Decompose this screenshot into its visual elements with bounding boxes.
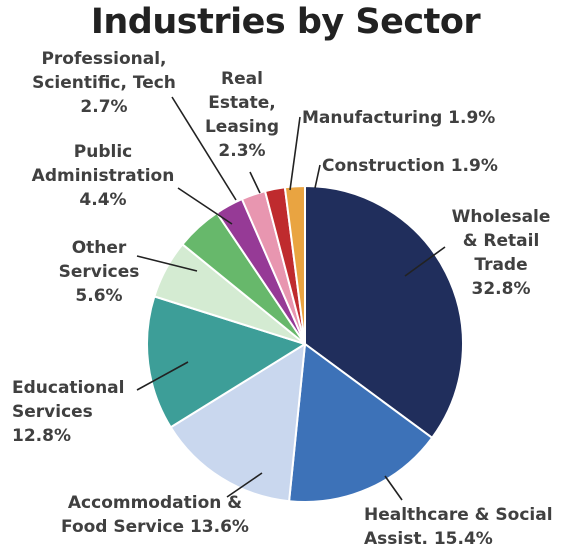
pie-slice (283, 185, 306, 345)
leader-line (404, 246, 446, 277)
slice-label-line: 32.8% (471, 279, 531, 299)
slice-label: Public Administration 4.4% (20, 140, 186, 212)
slice-label-line: 4.4% (79, 190, 127, 210)
leader-line (177, 187, 233, 225)
slice-label: Manufacturing 1.9% (302, 106, 517, 130)
leader-line (136, 255, 198, 272)
pie-slice (288, 343, 434, 503)
slice-label: Healthcare & Social Assist. 15.4% (364, 503, 569, 551)
slice-label-line: Estate, (208, 93, 276, 113)
slice-label: Wholesale & Retail Trade 32.8% (445, 205, 557, 301)
slice-label-line: Real (221, 69, 263, 89)
slice-label: Accommodation & Food Service 13.6% (36, 491, 274, 539)
slice-label-line: Healthcare & Social (364, 505, 553, 525)
slice-label-line: Wholesale (451, 207, 551, 227)
slice-label: Real Estate, Leasing 2.3% (196, 67, 288, 163)
slice-label-line: Services (12, 402, 93, 422)
leader-line (226, 472, 263, 498)
pie-slice (304, 185, 464, 439)
leader-line (384, 475, 403, 501)
slice-label-line: 5.6% (75, 286, 123, 306)
slice-label-line: Other (71, 238, 127, 258)
slice-label-line: 12.8% (12, 426, 71, 446)
slice-label-line: Accommodation & (67, 493, 243, 513)
slice-label-line: Construction 1.9% (322, 156, 498, 176)
slice-label-line: Scientific, Tech (32, 73, 176, 93)
pie-slice (169, 343, 306, 503)
chart-title: Industries by Sector (90, 2, 481, 42)
slice-label: Construction 1.9% (322, 154, 517, 178)
leader-line (136, 361, 189, 391)
leader-line (171, 96, 237, 201)
slice-label-line: Food Service 13.6% (61, 517, 249, 537)
slice-label-line: Professional, (41, 49, 167, 69)
slice-label-line: & Retail (462, 231, 540, 251)
leader-line (289, 116, 301, 191)
slice-label: Educational Services 12.8% (12, 376, 152, 448)
slice-label: Professional, Scientific, Tech 2.7% (20, 47, 188, 119)
slice-label-line: Manufacturing 1.9% (302, 108, 496, 128)
slice-label-line: Assist. 15.4% (364, 529, 493, 549)
slice-label-line: Services (58, 262, 140, 282)
slice-label: Other Services 5.6% (56, 236, 142, 308)
slice-label-line: Public (73, 142, 133, 162)
leader-line (249, 171, 261, 194)
slice-label-line: Trade (474, 255, 528, 275)
slice-label-line: Leasing (204, 117, 280, 137)
pie-slice (146, 295, 306, 429)
slice-label-line: Administration (31, 166, 175, 186)
leader-line (314, 164, 321, 189)
slice-label-line: 2.7% (80, 97, 128, 117)
slice-label-line: Educational (12, 378, 125, 398)
slice-label-line: 2.3% (218, 141, 266, 161)
